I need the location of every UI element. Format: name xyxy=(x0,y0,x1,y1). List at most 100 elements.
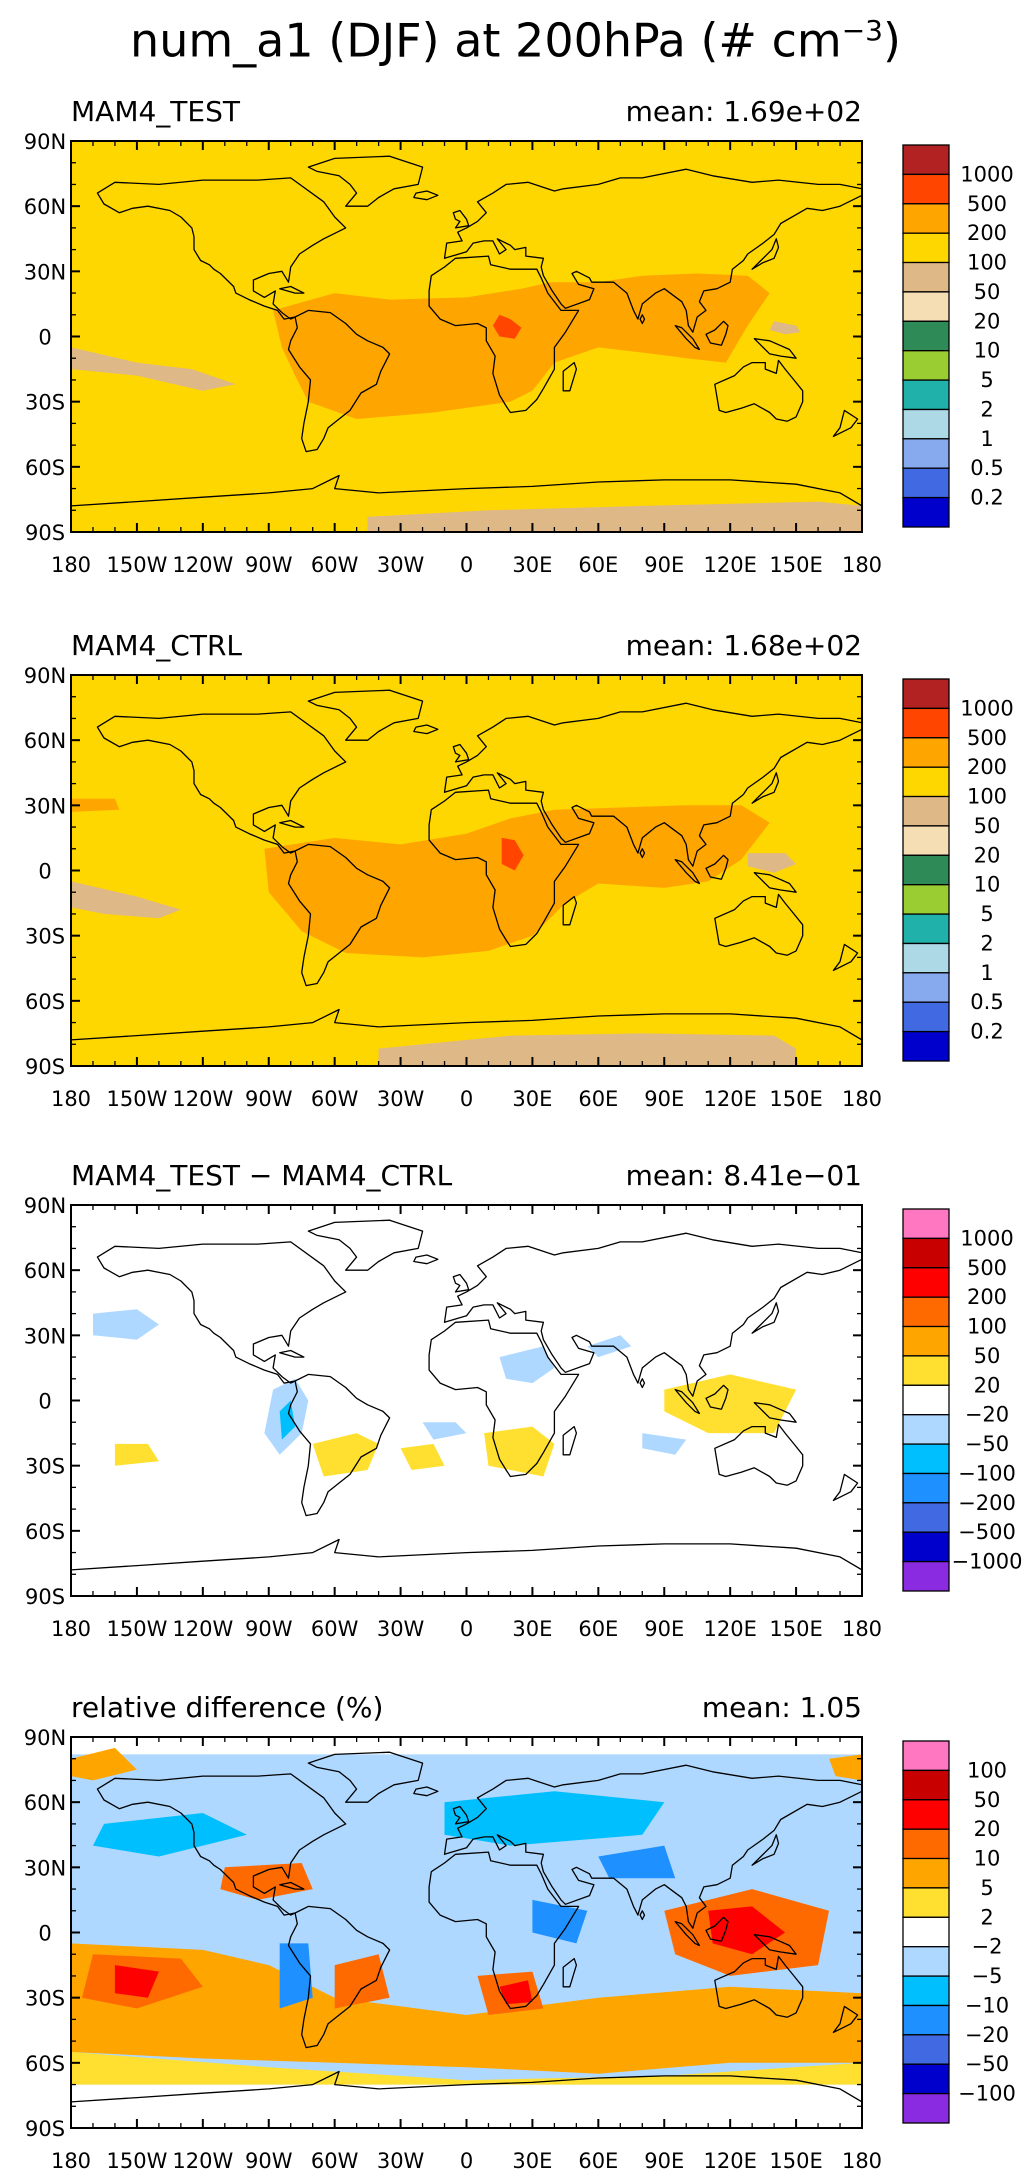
colorbar-box xyxy=(902,496,950,528)
contour-region xyxy=(71,881,181,919)
coastline-antarctica xyxy=(71,1008,862,1066)
y-tick-label: 60S xyxy=(25,990,65,1014)
x-tick-label: 180 xyxy=(51,553,91,577)
y-tick-label: 90S xyxy=(25,1585,65,1609)
colorbar-label: −20 xyxy=(965,2023,1009,2047)
contour-region xyxy=(71,1737,862,1755)
coastline-south-america xyxy=(287,309,391,453)
colorbar-label: 20 xyxy=(974,1817,1001,1841)
y-tick-label: 30N xyxy=(24,260,66,284)
contour-region xyxy=(484,1426,555,1477)
contour-region xyxy=(367,501,862,532)
coastline-borneo xyxy=(705,320,729,346)
colorbar-label: 1000 xyxy=(960,162,1013,186)
coastline-sri-lanka xyxy=(639,848,646,859)
x-tick-label: 120W xyxy=(172,2149,233,2173)
colorbar-box xyxy=(902,2034,950,2065)
contour-region xyxy=(598,1845,676,1879)
x-tick-label: 180 xyxy=(51,2149,91,2173)
colorbar-box xyxy=(902,350,950,381)
coastline-north-america xyxy=(96,1241,347,1384)
field-background xyxy=(71,1205,862,1596)
panel-mean-value: mean: 1.68e+02 xyxy=(626,629,862,662)
contour-region xyxy=(747,853,797,873)
panel-mean-value: mean: 1.69e+02 xyxy=(626,95,862,128)
coastline-africa xyxy=(428,789,580,948)
colorbar-label: 50 xyxy=(974,814,1001,838)
x-tick-label: 180 xyxy=(842,1087,882,1111)
x-tick-label: 30W xyxy=(377,553,425,577)
contour-region xyxy=(264,805,770,958)
coastline-sumatra xyxy=(674,1388,701,1415)
contour-region xyxy=(499,1980,533,2005)
y-tick-label: 30N xyxy=(24,794,66,818)
contour-region xyxy=(312,1433,379,1477)
field-background xyxy=(71,675,862,1066)
coastline-new-guinea xyxy=(753,338,797,359)
x-tick-label: 180 xyxy=(51,1617,91,1641)
x-tick-label: 120E xyxy=(703,553,756,577)
colorbar-box xyxy=(902,1237,950,1269)
colorbar-label: 50 xyxy=(974,1344,1001,1368)
colorbar-label: 500 xyxy=(967,192,1007,216)
x-tick-label: 180 xyxy=(842,1617,882,1641)
x-tick-label: 90E xyxy=(644,1087,684,1111)
colorbar-label: 5 xyxy=(980,902,993,926)
colorbar-label: 50 xyxy=(974,1788,1001,1812)
colorbar-label: −200 xyxy=(958,1491,1016,1515)
coastline-north-america xyxy=(96,1773,347,1916)
colorbar-box xyxy=(902,737,950,768)
colorbar-box xyxy=(902,232,950,264)
colorbar-label: 200 xyxy=(967,221,1007,245)
colorbar-label: 2 xyxy=(980,932,993,956)
colorbar-box xyxy=(902,795,950,827)
colorbar-label: −100 xyxy=(958,1462,1016,1486)
y-tick-label: 90N xyxy=(24,664,66,688)
colorbar-box xyxy=(902,678,950,710)
figure-title: num_a1 (DJF) at 200hPa (# cm−3) xyxy=(0,0,1031,67)
contour-region xyxy=(82,1954,203,2009)
colorbar-box xyxy=(902,1267,950,1298)
colorbar-box xyxy=(902,942,950,974)
x-tick-label: 150E xyxy=(769,2149,822,2173)
coastline-cuba xyxy=(279,1881,305,1890)
coastline-sumatra xyxy=(674,324,701,351)
colorbar-label: 200 xyxy=(967,755,1007,779)
contour-region xyxy=(708,1906,786,1955)
coastline-great-britain xyxy=(452,1273,470,1293)
coastline-antarctica xyxy=(71,1538,862,1596)
colorbar-label: −5 xyxy=(972,1964,1003,1988)
contour-region xyxy=(279,1943,313,2009)
map-frame xyxy=(70,1204,863,1597)
y-tick-label: 30S xyxy=(25,1987,65,2011)
colorbar-box xyxy=(902,2092,950,2124)
coastline-australia xyxy=(714,893,804,956)
colorbar-box xyxy=(902,1296,950,1328)
colorbar-box xyxy=(902,913,950,945)
y-tick-label: 60N xyxy=(24,195,66,219)
colorbar-label: 1 xyxy=(980,427,993,451)
colorbar-label: 5 xyxy=(980,368,993,392)
map-frame xyxy=(70,140,863,533)
x-tick-label: 90W xyxy=(245,553,293,577)
field-background xyxy=(71,1737,862,2128)
colorbar-box xyxy=(902,261,950,293)
coastline-cuba xyxy=(279,1349,305,1358)
colorbar-label: 20 xyxy=(974,843,1001,867)
coastline-madagascar xyxy=(562,361,578,392)
coastline-madagascar xyxy=(562,895,578,926)
x-tick-label: 0 xyxy=(460,1617,473,1641)
coastline-japan xyxy=(751,1302,780,1334)
colorbar-box xyxy=(902,1208,950,1240)
coastline-great-britain xyxy=(452,209,470,229)
colorbar-box xyxy=(902,972,950,1003)
figure-title-unit-exponent: −3 xyxy=(841,14,883,47)
coastline-south-america xyxy=(287,1905,391,2049)
y-tick-label: 60N xyxy=(24,1259,66,1283)
coastline-new-zealand xyxy=(832,409,859,438)
contour-region xyxy=(273,273,770,419)
colorbar-label: 100 xyxy=(967,251,1007,275)
colorbar-box xyxy=(902,1799,950,1830)
colorbar-box xyxy=(902,1740,950,1772)
